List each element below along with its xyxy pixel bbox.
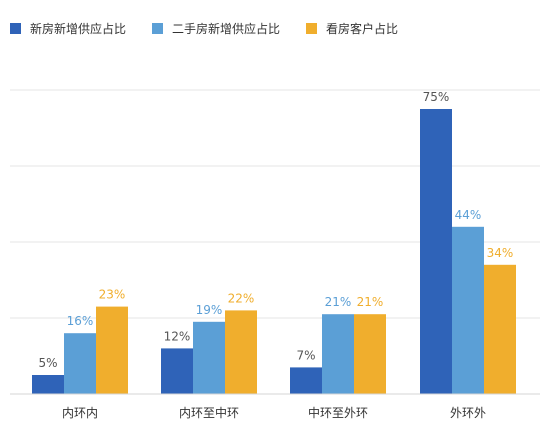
data-label: 5% (38, 356, 57, 370)
data-label: 12% (164, 329, 191, 343)
data-label: 16% (67, 314, 94, 328)
data-label: 21% (357, 295, 384, 309)
data-label: 19% (196, 303, 223, 317)
bar (322, 314, 354, 394)
x-tick-label: 外环外 (450, 406, 486, 420)
data-label: 7% (296, 348, 315, 362)
legend-swatch-new-house (10, 22, 21, 34)
legend: 新房新增供应占比 二手房新增供应占比 看房客户占比 (10, 18, 424, 38)
legend-item-second-hand: 二手房新增供应占比 (152, 20, 280, 37)
bar (420, 109, 452, 394)
data-label: 75% (423, 90, 450, 104)
bar (290, 367, 322, 394)
data-label: 21% (325, 295, 352, 309)
data-label: 44% (455, 208, 482, 222)
bar (354, 314, 386, 394)
bar (64, 333, 96, 394)
x-tick-label: 中环至外环 (308, 405, 368, 420)
legend-label-viewing-clients: 看房客户占比 (326, 21, 399, 36)
legend-item-viewing-clients: 看房客户占比 (306, 20, 398, 37)
legend-swatch-viewing-clients (306, 22, 318, 34)
legend-item-new-house: 新房新增供应占比 (10, 20, 126, 37)
bar (484, 264, 516, 394)
bar (193, 321, 225, 394)
data-label: 34% (487, 246, 514, 260)
bar (452, 226, 484, 394)
legend-label-new-house: 新房新增供应占比 (30, 21, 127, 36)
bar (161, 348, 193, 394)
bar (225, 310, 257, 394)
bar (96, 306, 128, 394)
bar (32, 375, 64, 394)
x-tick-label: 内环至中环 (179, 405, 239, 420)
legend-label-second-hand: 二手房新增供应占比 (172, 21, 281, 36)
legend-swatch-second-hand (152, 22, 164, 34)
data-label: 22% (228, 291, 255, 305)
data-label: 23% (99, 288, 126, 302)
x-tick-label: 内环内 (62, 406, 98, 420)
